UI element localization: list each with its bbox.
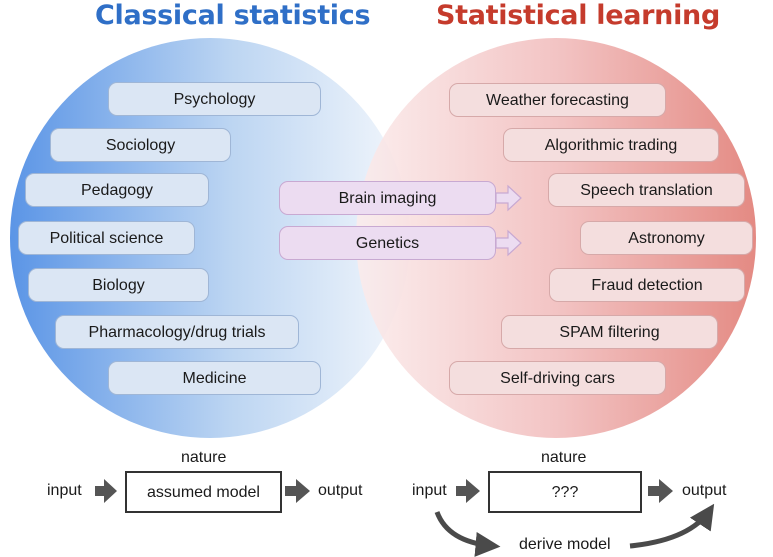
learning-input-arrow-icon — [456, 479, 480, 503]
genetics-arrow-icon — [495, 229, 522, 257]
field-brain-imaging: Brain imaging — [279, 181, 496, 215]
field-sociology: Sociology — [50, 128, 231, 162]
assumed-model-box: assumed model — [125, 471, 282, 513]
field-political-science: Political science — [18, 221, 195, 255]
classical-statistics-title: Classical statistics — [95, 0, 371, 31]
derive-out-curved-arrow-icon — [629, 503, 715, 549]
field-astronomy: Astronomy — [580, 221, 753, 255]
classical-input-arrow-icon — [95, 479, 117, 503]
field-speech-translation: Speech translation — [548, 173, 745, 207]
statistical-learning-title: Statistical learning — [436, 0, 720, 31]
field-fraud-detection: Fraud detection — [549, 268, 745, 302]
learning-nature-label: nature — [541, 449, 587, 466]
classical-output-label: output — [318, 482, 363, 499]
unknown-model-box: ??? — [488, 471, 642, 513]
learning-output-label: output — [682, 482, 727, 499]
field-weather-forecasting: Weather forecasting — [449, 83, 666, 117]
brain-imaging-arrow-icon — [495, 184, 522, 212]
field-self-driving-cars: Self-driving cars — [449, 361, 666, 395]
derive-in-curved-arrow-icon — [434, 511, 501, 557]
field-psychology: Psychology — [108, 82, 321, 116]
field-algorithmic-trading: Algorithmic trading — [503, 128, 719, 162]
field-pedagogy: Pedagogy — [25, 173, 209, 207]
field-biology: Biology — [28, 268, 209, 302]
field-spam-filtering: SPAM filtering — [501, 315, 718, 349]
learning-output-arrow-icon — [648, 479, 673, 503]
field-medicine: Medicine — [108, 361, 321, 395]
classical-nature-label: nature — [181, 449, 227, 466]
classical-input-label: input — [47, 482, 82, 499]
field-pharmacology: Pharmacology/drug trials — [55, 315, 299, 349]
field-genetics: Genetics — [279, 226, 496, 260]
classical-output-arrow-icon — [285, 479, 310, 503]
derive-model-label: derive model — [519, 536, 611, 553]
learning-input-label: input — [412, 482, 447, 499]
